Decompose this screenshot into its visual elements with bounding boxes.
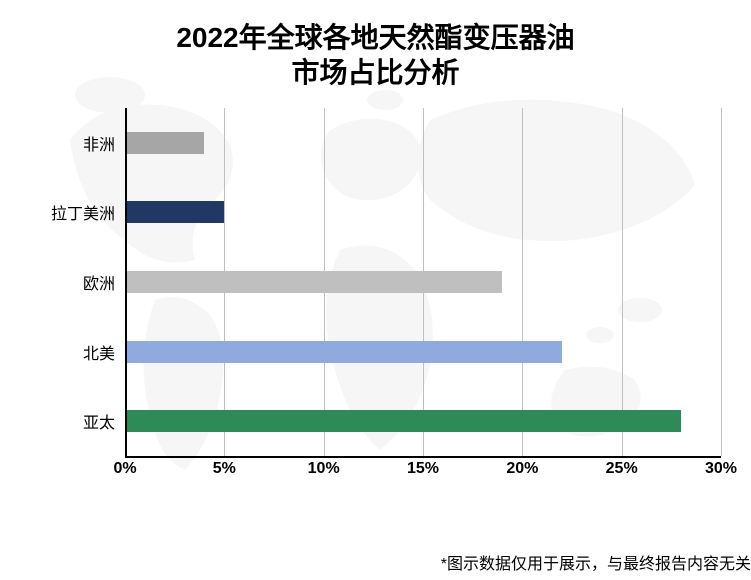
x-tick-label: 0% [113, 460, 136, 478]
chart-container: 2022年全球各地天然酯变压器油 市场占比分析 0% 5% 10% 15% 20% 25%… [0, 0, 751, 580]
category-label: 非洲 [30, 131, 125, 155]
footnote: *图示数据仅用于展示，与最终报告内容无关 [441, 550, 751, 574]
bar-track [125, 257, 721, 307]
bar [125, 410, 681, 432]
bar-row: 拉丁美洲 [30, 187, 721, 237]
category-label: 亚太 [30, 409, 125, 433]
bar [125, 271, 502, 293]
bar-row: 北美 [30, 327, 721, 377]
bar-track [125, 327, 721, 377]
x-tick-label: 20% [506, 460, 538, 478]
x-tick-label: 25% [606, 460, 638, 478]
category-label: 拉丁美洲 [30, 200, 125, 224]
bar-track [125, 396, 721, 446]
title-line-1: 2022年全球各地天然酯变压器油 [30, 20, 721, 55]
category-label: 欧洲 [30, 270, 125, 294]
x-axis-line [125, 456, 721, 458]
bar [125, 341, 562, 363]
category-label: 北美 [30, 340, 125, 364]
bar-track [125, 118, 721, 168]
y-axis-line [125, 108, 127, 456]
bar [125, 201, 224, 223]
bar-track [125, 187, 721, 237]
chart-title: 2022年全球各地天然酯变压器油 市场占比分析 [30, 20, 721, 90]
bar [125, 132, 204, 154]
title-line-2: 市场占比分析 [30, 55, 721, 90]
gridline [721, 108, 722, 456]
bar-row: 欧洲 [30, 257, 721, 307]
x-tick-label: 15% [407, 460, 439, 478]
bar-row: 亚太 [30, 396, 721, 446]
plot-area: 0%5%10%15%20%25%30%非洲拉丁美洲欧洲北美亚太 [30, 108, 721, 488]
x-tick-label: 30% [705, 460, 737, 478]
bar-row: 非洲 [30, 118, 721, 168]
x-tick-label: 10% [308, 460, 340, 478]
x-tick-label: 5% [213, 460, 236, 478]
